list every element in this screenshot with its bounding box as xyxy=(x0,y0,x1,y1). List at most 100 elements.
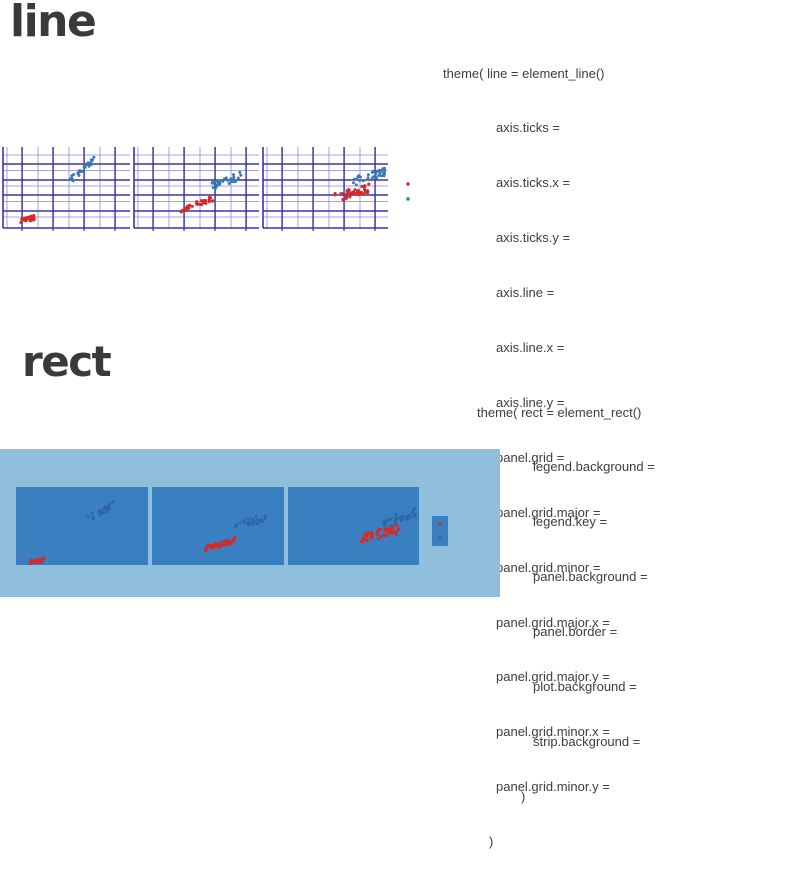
red-point xyxy=(19,220,23,225)
blue-point xyxy=(366,176,370,180)
blue-point xyxy=(358,179,362,182)
line-panel xyxy=(2,147,130,231)
red-point xyxy=(385,529,390,534)
red-point xyxy=(387,526,392,530)
red-point xyxy=(362,192,366,196)
line-code-axis-ticks-x: axis.ticks.x = xyxy=(496,175,571,191)
line-code-axis-ticks-y: axis.ticks.y = xyxy=(496,230,571,246)
legend-key-red xyxy=(406,182,410,186)
red-point xyxy=(194,201,198,205)
red-point xyxy=(364,532,368,536)
blue-point xyxy=(214,179,218,183)
red-point xyxy=(384,527,388,531)
blue-point xyxy=(361,179,365,183)
blue-point xyxy=(393,519,397,523)
line-code-open: theme( line = element_line() xyxy=(443,65,605,81)
blue-point xyxy=(217,183,221,187)
blue-point xyxy=(352,181,355,185)
red-point xyxy=(226,538,230,543)
blue-point xyxy=(408,515,412,519)
blue-point xyxy=(245,522,249,526)
blue-point xyxy=(355,177,359,181)
red-point xyxy=(377,537,381,541)
blue-point xyxy=(226,178,230,182)
blue-point xyxy=(71,179,75,183)
blue-point xyxy=(261,520,265,524)
red-point xyxy=(364,190,368,194)
blue-point xyxy=(389,523,393,527)
legend-key-blue xyxy=(406,197,410,201)
line-code-panel-grid-major: panel.grid.major = xyxy=(496,504,601,520)
red-point xyxy=(20,217,24,221)
blue-point xyxy=(370,170,374,174)
blue-point xyxy=(246,517,250,521)
red-point xyxy=(233,535,237,540)
red-point xyxy=(357,193,361,197)
rect-code-strip-background: strip.background = xyxy=(533,733,641,749)
blue-point xyxy=(236,176,240,180)
legend-key-blue xyxy=(438,536,442,540)
panel-background xyxy=(16,487,148,565)
red-point xyxy=(204,546,208,550)
red-point xyxy=(395,524,399,528)
blue-point xyxy=(108,507,111,511)
red-point xyxy=(376,533,380,537)
red-point xyxy=(367,182,371,186)
line-elements-figure xyxy=(2,147,410,231)
red-point xyxy=(380,534,384,539)
blue-point xyxy=(79,170,83,174)
legend-key-red xyxy=(438,522,442,526)
blue-point xyxy=(238,170,242,174)
line-code-panel-grid-minor: panel.grid.minor = xyxy=(496,559,601,575)
red-point xyxy=(359,539,364,544)
red-point xyxy=(341,197,345,202)
red-point xyxy=(183,207,187,211)
blue-point xyxy=(85,162,88,166)
red-point xyxy=(210,199,215,203)
blue-point xyxy=(252,518,256,522)
blue-point xyxy=(375,176,379,180)
blue-point xyxy=(412,515,416,519)
blue-point xyxy=(397,516,401,520)
blue-point xyxy=(104,505,107,509)
rect-code-plot-background: plot.background = xyxy=(533,679,637,695)
blue-point xyxy=(229,177,233,181)
red-point xyxy=(30,558,34,562)
red-point xyxy=(339,192,343,196)
blue-point xyxy=(86,515,90,519)
blue-point xyxy=(76,171,80,175)
blue-point xyxy=(263,514,267,518)
blue-point xyxy=(101,511,105,515)
red-point xyxy=(361,536,365,540)
rect-code-panel-background: panel.background = xyxy=(533,569,648,585)
red-point xyxy=(353,188,357,192)
line-code-axis-line: axis.line = xyxy=(496,285,555,301)
red-point xyxy=(190,204,194,208)
blue-point xyxy=(98,508,102,512)
blue-point xyxy=(211,186,215,190)
red-point xyxy=(209,546,213,550)
red-point xyxy=(200,199,204,203)
blue-point xyxy=(89,158,93,162)
rect-code-legend-key: legend.key = xyxy=(533,514,608,530)
blue-point xyxy=(383,524,387,528)
line-code-axis-line-y: axis.line.y = xyxy=(496,394,565,410)
red-point xyxy=(377,528,381,532)
blue-point xyxy=(384,519,388,523)
blue-point xyxy=(92,155,96,159)
red-point xyxy=(199,202,203,206)
blue-point xyxy=(238,521,242,525)
red-point xyxy=(28,561,32,566)
blue-point xyxy=(354,183,358,187)
red-point xyxy=(344,194,349,198)
red-point xyxy=(351,190,355,194)
blue-point xyxy=(99,511,103,515)
red-point xyxy=(32,214,36,218)
blue-point xyxy=(68,177,72,181)
blue-point xyxy=(224,176,228,180)
blue-point xyxy=(257,520,261,524)
red-point xyxy=(382,533,387,537)
blue-point xyxy=(353,177,357,181)
blue-point xyxy=(90,511,94,515)
blue-point xyxy=(263,517,267,521)
